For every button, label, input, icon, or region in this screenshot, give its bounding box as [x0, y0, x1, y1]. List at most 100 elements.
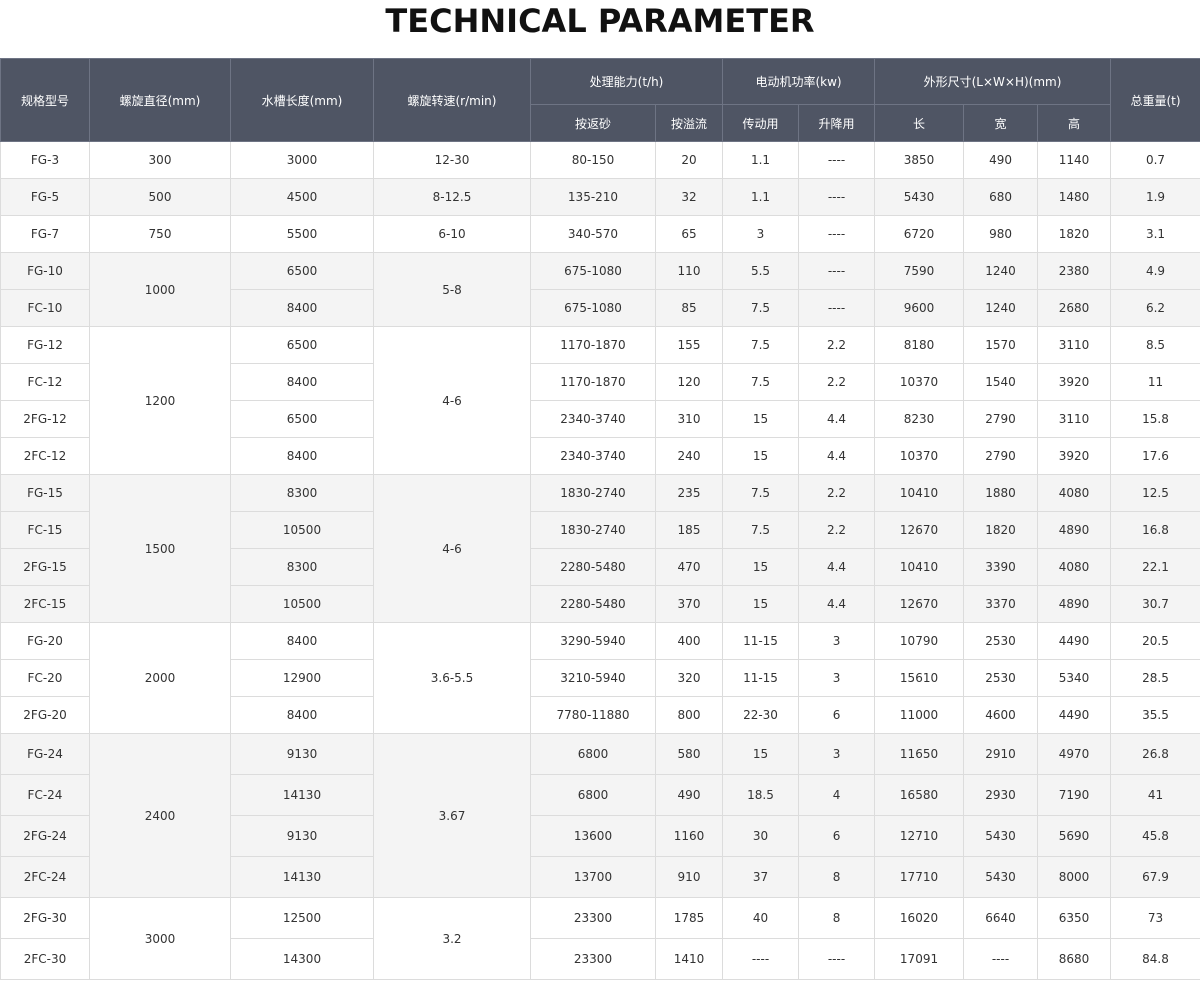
cell-capacity-sand: 1830-2740	[530, 474, 656, 512]
cell-dim-width: 680	[963, 178, 1039, 216]
cell-weight: 45.8	[1110, 815, 1200, 857]
cell-model: FG-15	[0, 474, 90, 512]
cell-tank-length: 10500	[230, 585, 374, 623]
cell-weight: 15.8	[1110, 400, 1200, 438]
cell-dim-length: 17091	[874, 938, 965, 980]
cell-tank-length: 4500	[230, 178, 374, 216]
table-row: FC-12 8400 1170-1870 120 7.5 2.2 10370 1540 3920…	[0, 363, 1200, 401]
cell-tank-length: 6500	[230, 400, 374, 438]
cell-spiral-speed: 5-8	[373, 252, 531, 327]
cell-model: 2FG-15	[0, 548, 90, 586]
cell-weight: 8.5	[1110, 326, 1200, 364]
cell-motor-lift: 2.2	[797, 474, 876, 512]
cell-spiral-speed: 12-30	[373, 141, 531, 179]
table-row: 2FG-20 8400 7780-11880 800 22-30 6 11000 4600 44…	[0, 696, 1200, 734]
cell-capacity-sand: 23300	[530, 897, 656, 939]
header-capacity: 处理能力(t/h)	[530, 58, 723, 105]
cell-capacity-sand: 2280-5480	[530, 585, 656, 623]
cell-capacity-overflow: 910	[655, 856, 723, 898]
cell-tank-length: 12500	[230, 897, 374, 939]
cell-motor-drive: 11-15	[722, 659, 799, 697]
cell-tank-length: 14300	[230, 938, 374, 980]
cell-motor-lift: 3	[797, 622, 876, 660]
cell-dim-height: 1480	[1037, 178, 1112, 216]
cell-weight: 3.1	[1110, 215, 1200, 253]
cell-capacity-sand: 2340-3740	[530, 400, 656, 438]
cell-spiral-speed: 4-6	[373, 474, 531, 623]
cell-motor-drive: 11-15	[722, 622, 799, 660]
cell-dim-height: 8680	[1037, 938, 1112, 980]
cell-capacity-sand: 1170-1870	[530, 326, 656, 364]
cell-dim-height: 4970	[1037, 733, 1112, 775]
cell-model: 2FC-12	[0, 437, 90, 475]
cell-spiral-diameter: 2000	[89, 622, 231, 734]
cell-dim-height: 2380	[1037, 252, 1112, 290]
table-row: FG-3 300 3000 12-30 80-150 20 1.1 ---- 3850 490 11…	[0, 141, 1200, 179]
cell-tank-length: 8400	[230, 696, 374, 734]
cell-tank-length: 6500	[230, 326, 374, 364]
cell-dim-width: 2790	[963, 400, 1039, 438]
cell-spiral-speed: 6-10	[373, 215, 531, 253]
cell-weight: 4.9	[1110, 252, 1200, 290]
table-row: FC-15 10500 1830-2740 185 7.5 2.2 12670 1820 489…	[0, 511, 1200, 549]
cell-model: FG-24	[0, 733, 90, 775]
cell-capacity-overflow: 20	[655, 141, 723, 179]
cell-capacity-sand: 13600	[530, 815, 656, 857]
cell-tank-length: 8400	[230, 363, 374, 401]
cell-dim-height: 4490	[1037, 696, 1112, 734]
cell-motor-drive: 5.5	[722, 252, 799, 290]
table-row: FG-5 500 4500 8-12.5 135-210 32 1.1 ---- 5430 680…	[0, 178, 1200, 216]
cell-weight: 28.5	[1110, 659, 1200, 697]
cell-motor-lift: 3	[797, 659, 876, 697]
cell-tank-length: 5500	[230, 215, 374, 253]
cell-capacity-overflow: 490	[655, 774, 723, 816]
table-row: FC-24 14130 6800 490 18.5 4 16580 2930 7190 41	[0, 774, 1200, 816]
cell-tank-length: 6500	[230, 252, 374, 290]
cell-motor-drive: 15	[722, 400, 799, 438]
cell-capacity-overflow: 580	[655, 733, 723, 775]
cell-motor-lift: 4.4	[797, 548, 876, 586]
cell-spiral-diameter: 750	[89, 215, 231, 253]
cell-model: FG-20	[0, 622, 90, 660]
cell-capacity-overflow: 85	[655, 289, 723, 327]
table-row: FG-10 1000 6500 5-8 675-1080 110 5.5 ---- 7590 12…	[0, 252, 1200, 327]
cell-motor-lift: 4.4	[797, 585, 876, 623]
cell-model: 2FG-12	[0, 400, 90, 438]
table-row: 2FG-30 3000 12500 3.2 23300 1785 40 8 16020 6640 6…	[0, 897, 1200, 980]
cell-dim-width: 1820	[963, 511, 1039, 549]
header-row-top: 规格型号 螺旋直径(mm) 水槽长度(mm) 螺旋转速(r/min) 处理能力(…	[0, 58, 1200, 142]
cell-tank-length: 8300	[230, 474, 374, 512]
cell-dim-length: 12670	[874, 511, 965, 549]
cell-weight: 11	[1110, 363, 1200, 401]
cell-capacity-sand: 675-1080	[530, 252, 656, 290]
page-title: TECHNICAL PARAMETER	[385, 2, 815, 40]
cell-capacity-sand: 675-1080	[530, 289, 656, 327]
header-capacity-overflow: 按溢流	[655, 104, 723, 142]
cell-weight: 84.8	[1110, 938, 1200, 980]
cell-dim-height: 4080	[1037, 548, 1112, 586]
cell-capacity-sand: 1170-1870	[530, 363, 656, 401]
cell-spiral-diameter: 300	[89, 141, 231, 179]
cell-weight: 22.1	[1110, 548, 1200, 586]
cell-model: 2FG-30	[0, 897, 90, 939]
header-spiral-speed: 螺旋转速(r/min)	[373, 58, 531, 142]
cell-dim-height: 3920	[1037, 437, 1112, 475]
cell-capacity-overflow: 370	[655, 585, 723, 623]
header-model: 规格型号	[0, 58, 90, 142]
cell-spiral-speed: 8-12.5	[373, 178, 531, 216]
cell-dim-width: 1240	[963, 289, 1039, 327]
cell-tank-length: 12900	[230, 659, 374, 697]
cell-dim-height: 6350	[1037, 897, 1112, 939]
table-body: FG-3 300 3000 12-30 80-150 20 1.1 ---- 3850 490 11…	[0, 141, 1200, 980]
cell-dim-height: 5690	[1037, 815, 1112, 857]
cell-model: 2FC-15	[0, 585, 90, 623]
cell-model: 2FC-30	[0, 938, 90, 980]
technical-parameter-table: 规格型号 螺旋直径(mm) 水槽长度(mm) 螺旋转速(r/min) 处理能力(…	[0, 58, 1200, 980]
cell-weight: 6.2	[1110, 289, 1200, 327]
cell-spiral-diameter: 1200	[89, 326, 231, 475]
cell-capacity-sand: 3210-5940	[530, 659, 656, 697]
cell-motor-drive: 15	[722, 585, 799, 623]
cell-capacity-sand: 80-150	[530, 141, 656, 179]
cell-dim-length: 16580	[874, 774, 965, 816]
cell-tank-length: 9130	[230, 733, 374, 775]
